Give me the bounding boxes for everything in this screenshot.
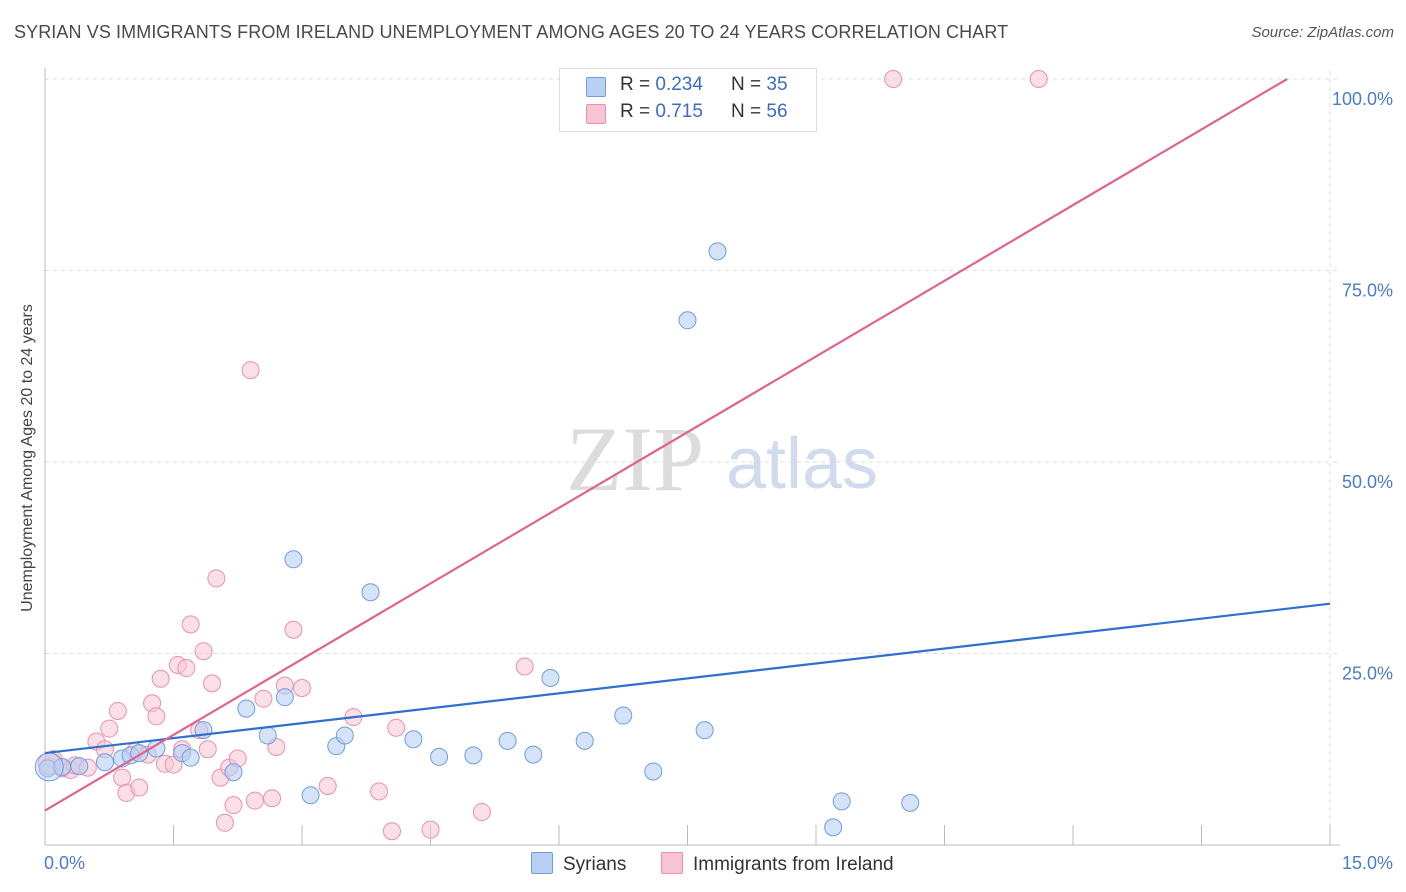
ireland-point [263, 789, 282, 808]
legend-item-syrians: Syrians [531, 852, 626, 876]
legend-n-value: 56 [766, 101, 788, 122]
ireland-point [318, 777, 337, 796]
y-tick-label: 100.0% [1332, 89, 1393, 109]
legend-r-label: R = [620, 74, 651, 95]
correlation-legend: R = 0.234 N = 35 R = 0.715 N = 56 [559, 68, 817, 132]
y-axis-label: Unemployment Among Ages 20 to 24 years [19, 304, 36, 612]
axes: 25.0% 50.0% 75.0% 100.0% 0.0% 15.0% [44, 68, 1393, 873]
y-tick-label: 75.0% [1342, 281, 1393, 301]
ireland-point [241, 361, 260, 380]
syrians-point [284, 550, 303, 569]
ireland-point [370, 782, 389, 801]
ireland-point [421, 820, 440, 839]
ireland-point [245, 791, 264, 810]
ireland-point [284, 620, 303, 639]
syrians-point [404, 730, 423, 749]
ireland-point [382, 822, 401, 841]
syrians-point [498, 731, 517, 750]
ireland-point [884, 70, 903, 88]
x-tick-label-max: 15.0% [1342, 853, 1393, 873]
syrians-point [430, 747, 449, 766]
syrians-point [832, 792, 851, 811]
syrians-point [541, 669, 560, 688]
syrians-point [95, 753, 114, 772]
syrians-point [614, 706, 633, 725]
legend-r-label: R = [620, 101, 651, 122]
ireland-point [198, 740, 217, 759]
source-label: Source: ZipAtlas.com [1251, 24, 1394, 41]
legend-n-label: N = [731, 101, 762, 122]
legend-item-ireland: Immigrants from Ireland [661, 852, 894, 876]
syrians-point [575, 731, 594, 750]
legend-swatch-blue [586, 77, 606, 97]
syrians-point [824, 818, 843, 837]
ireland-point [224, 796, 243, 815]
legend-n-block: N = 56 [731, 101, 788, 123]
legend-r-value: 0.234 [655, 74, 703, 95]
ireland-point [215, 813, 234, 832]
legend-swatch-pink [661, 852, 683, 874]
legend-r-value: 0.715 [655, 101, 703, 122]
ireland-point [194, 642, 213, 661]
ireland-point [181, 615, 200, 634]
ireland-point [472, 803, 491, 822]
grid [45, 71, 1340, 845]
ireland-point [147, 707, 166, 726]
y-tick-label: 50.0% [1342, 472, 1393, 492]
syrians-point [464, 746, 483, 765]
legend-n-label: N = [731, 74, 762, 95]
legend-r-block: R = 0.234 [620, 74, 703, 96]
legend-label-syrians: Syrians [563, 854, 627, 875]
syrians-point [237, 699, 256, 718]
syrians-point [644, 762, 663, 781]
x-tick-label-min: 0.0% [44, 853, 85, 873]
watermark-zip: ZIP [566, 408, 704, 510]
syrians-point [524, 745, 543, 764]
ireland-point [293, 678, 311, 697]
syrians-point [678, 311, 697, 330]
ireland-point [151, 669, 170, 688]
syrians-point [224, 763, 243, 782]
legend-swatch-pink [586, 104, 606, 124]
ireland-point [100, 719, 119, 738]
chart-title: SYRIAN VS IMMIGRANTS FROM IRELAND UNEMPL… [14, 22, 1009, 42]
legend-n-value: 35 [766, 74, 788, 95]
legend-n-block: N = 35 [731, 74, 788, 96]
syrians-point [275, 688, 294, 707]
trend-lines [44, 78, 1331, 812]
ireland-point [387, 718, 406, 737]
syrians-point [335, 726, 354, 745]
ireland-point [1029, 70, 1048, 88]
ireland-point [130, 778, 149, 797]
syrians-point [901, 793, 920, 812]
ireland-point [113, 768, 132, 787]
ireland-point [207, 569, 226, 588]
ireland-point [254, 689, 273, 708]
syrians-point [361, 583, 380, 602]
syrians-point [70, 757, 89, 776]
syrians-trend-line [44, 602, 1331, 755]
syrians-cluster-point [34, 752, 64, 782]
legend-label-ireland: Immigrants from Ireland [693, 854, 894, 875]
series-syrians-points [34, 242, 920, 837]
ireland-point [203, 674, 222, 693]
ireland-point [108, 701, 127, 720]
ireland-point [515, 657, 534, 676]
ireland-trend-line [44, 78, 1288, 812]
syrians-point [181, 748, 200, 767]
legend-r-block: R = 0.715 [620, 101, 703, 123]
syrians-point [708, 242, 727, 261]
legend-swatch-blue [531, 852, 553, 874]
watermark-atlas: atlas [726, 424, 878, 504]
ireland-point [177, 659, 196, 678]
y-tick-label: 25.0% [1342, 664, 1393, 684]
syrians-point [695, 721, 714, 740]
watermark: ZIP atlas [566, 408, 878, 510]
syrians-point [301, 786, 320, 805]
syrians-point [258, 726, 277, 745]
